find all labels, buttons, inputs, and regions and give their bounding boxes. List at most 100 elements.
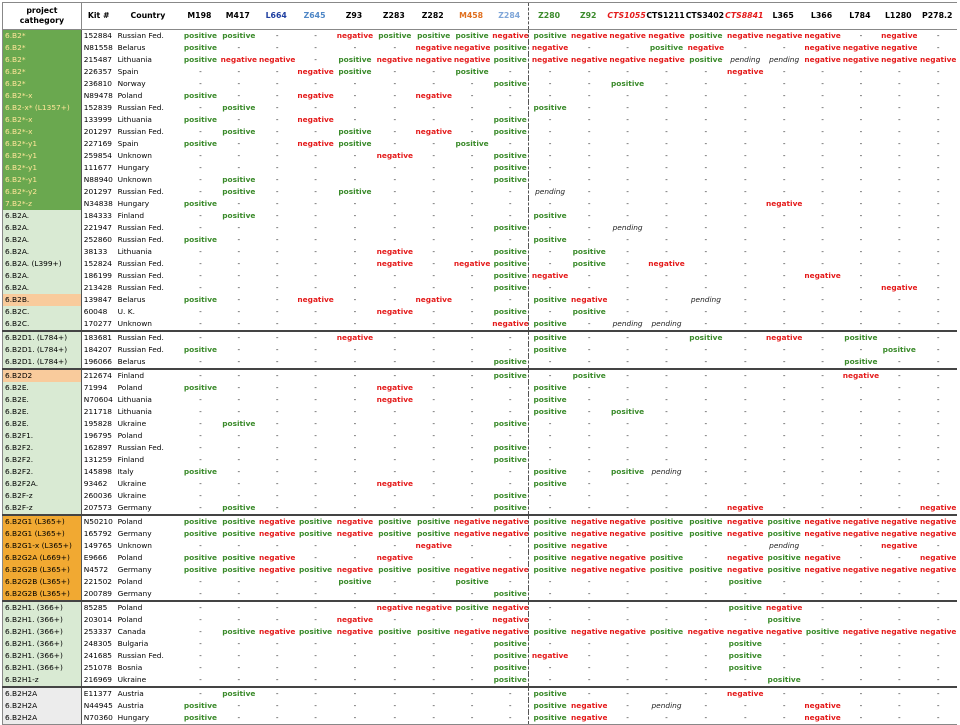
result-cell: negative xyxy=(376,259,414,268)
result-cell: negative xyxy=(842,529,880,538)
result-cell: positive xyxy=(183,345,218,354)
result-cell: - xyxy=(508,541,512,550)
result-cell: positive xyxy=(528,294,570,306)
result-cell: - xyxy=(353,639,357,648)
result-cell: - xyxy=(199,283,202,292)
result-cell: positive xyxy=(180,712,219,725)
result-cell: - xyxy=(936,491,940,500)
result-cell: - xyxy=(237,615,241,624)
result-cell: negative xyxy=(881,627,918,636)
result-cell: - xyxy=(393,235,397,244)
result-cell: positive xyxy=(378,517,412,526)
result-cell: negative xyxy=(920,565,957,574)
result-cell: - xyxy=(528,418,570,430)
header-row: project cathegory Kit # Country M198 M417 L66… xyxy=(2,2,957,30)
category-cell: 6.B2*-y2 xyxy=(2,186,82,198)
result-cell: - xyxy=(897,247,901,256)
result-cell: - xyxy=(508,553,512,562)
result-cell: - xyxy=(704,383,708,392)
table-row: 6.B2F2. 131259 Finland - - - - - - - - positive - - - -… xyxy=(2,454,958,466)
result-cell: - xyxy=(665,79,668,88)
result-cell: - xyxy=(393,615,397,624)
result-cell: negative xyxy=(376,479,414,488)
result-cell: positive xyxy=(528,552,570,564)
result-cell: - xyxy=(314,271,317,280)
result-cell: negative xyxy=(336,517,374,526)
kit-cell: 253337 xyxy=(83,627,112,636)
result-cell: - xyxy=(665,91,668,100)
country-cell: Norway xyxy=(117,79,146,88)
result-cell: - xyxy=(374,588,414,602)
result-cell: - xyxy=(295,588,334,602)
result-cell: - xyxy=(936,43,940,52)
result-cell: - xyxy=(199,455,202,464)
result-cell: - xyxy=(470,333,474,342)
country-cell: Lithuania xyxy=(117,115,152,124)
result-cell: - xyxy=(275,479,279,488)
result-cell: - xyxy=(295,712,334,725)
result-cell: - xyxy=(743,455,747,464)
result-cell: - xyxy=(275,663,279,672)
result-cell: positive xyxy=(728,651,762,660)
result-cell: - xyxy=(665,651,668,660)
result-cell: positive xyxy=(528,626,570,638)
result-cell: positive xyxy=(528,406,570,418)
result-cell: - xyxy=(470,115,474,124)
result-cell: - xyxy=(665,295,668,304)
result-cell: - xyxy=(607,712,646,725)
result-cell: - xyxy=(704,79,708,88)
result-cell: - xyxy=(353,91,357,100)
result-cell: - xyxy=(936,271,940,280)
result-cell: - xyxy=(528,138,570,150)
result-cell: - xyxy=(743,383,747,392)
result-cell: - xyxy=(897,307,901,316)
result-cell: - xyxy=(470,467,474,476)
result-cell: - xyxy=(782,577,786,586)
result-cell: - xyxy=(470,455,474,464)
result-cell: positive xyxy=(528,515,570,528)
category-cell: 6.B2H1. (366+) xyxy=(2,662,82,674)
result-cell: - xyxy=(199,615,202,624)
result-cell: negative xyxy=(376,553,414,562)
result-cell: - xyxy=(626,271,629,280)
country-cell: Poland xyxy=(117,615,143,624)
result-cell: pending xyxy=(607,318,646,332)
result-cell: - xyxy=(314,79,317,88)
result-cell: - xyxy=(859,127,863,136)
result-cell: - xyxy=(859,663,863,672)
result-cell: - xyxy=(645,712,686,725)
result-cell: - xyxy=(821,333,824,342)
result-cell: positive xyxy=(378,627,412,636)
result-cell: - xyxy=(821,419,824,428)
result-cell: positive xyxy=(183,235,218,244)
result-cell: - xyxy=(470,395,474,404)
result-cell: - xyxy=(782,467,786,476)
result-cell: - xyxy=(743,419,747,428)
result-cell: - xyxy=(626,395,629,404)
result-cell: negative xyxy=(804,55,841,64)
result-cell: - xyxy=(528,662,570,674)
result-cell: - xyxy=(897,663,901,672)
result-cell: - xyxy=(704,127,708,136)
result-cell: - xyxy=(665,603,668,612)
result-cell: - xyxy=(470,689,474,698)
category-cell: 6.B2C. xyxy=(2,318,82,332)
result-cell: - xyxy=(237,371,241,380)
result-cell: - xyxy=(685,318,725,332)
result-cell: - xyxy=(353,553,357,562)
result-cell: - xyxy=(897,383,901,392)
result-cell: - xyxy=(840,588,880,602)
result-cell: positive xyxy=(493,163,527,172)
result-cell: - xyxy=(821,115,824,124)
country-cell: Spain xyxy=(117,139,139,148)
country-cell: Austria xyxy=(117,689,144,698)
result-cell: - xyxy=(724,318,764,332)
result-cell: - xyxy=(470,345,474,354)
result-cell: negative xyxy=(297,295,334,304)
result-cell: - xyxy=(587,127,591,136)
result-cell: - xyxy=(897,175,901,184)
result-cell: - xyxy=(936,163,940,172)
result-cell: - xyxy=(724,356,764,370)
result-cell: - xyxy=(936,615,940,624)
